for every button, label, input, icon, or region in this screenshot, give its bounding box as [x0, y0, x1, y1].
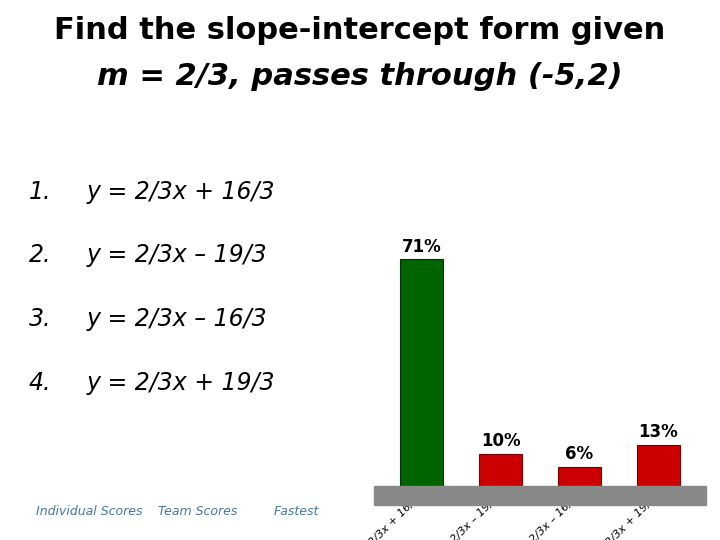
Text: Fastest: Fastest — [274, 505, 319, 518]
Bar — [400, 259, 444, 486]
Text: Team Scores: Team Scores — [158, 505, 238, 518]
Text: 13%: 13% — [639, 423, 678, 441]
Text: 6%: 6% — [565, 445, 593, 463]
Text: y = 2/3x – 19/3: y = 2/3x – 19/3 — [86, 244, 267, 267]
Text: y = 2/3x – 16/3: y = 2/3x – 16/3 — [86, 307, 267, 331]
Bar — [374, 486, 706, 505]
Text: 2.: 2. — [29, 244, 51, 267]
Bar — [479, 454, 522, 486]
Text: m = 2/3, passes through (-5,2): m = 2/3, passes through (-5,2) — [97, 62, 623, 91]
Text: 71%: 71% — [402, 238, 441, 255]
Bar — [558, 467, 601, 486]
Text: 1.: 1. — [29, 180, 51, 204]
Text: Find the slope-intercept form given: Find the slope-intercept form given — [55, 16, 665, 45]
Bar — [636, 444, 680, 486]
Text: y = 2/3x + 19/3: y = 2/3x + 19/3 — [86, 371, 275, 395]
Text: y = 2/3x + 16/3: y = 2/3x + 16/3 — [86, 180, 275, 204]
Text: Individual Scores: Individual Scores — [36, 505, 143, 518]
Text: 4.: 4. — [29, 371, 51, 395]
Text: 10%: 10% — [481, 432, 521, 450]
Text: 3.: 3. — [29, 307, 51, 331]
